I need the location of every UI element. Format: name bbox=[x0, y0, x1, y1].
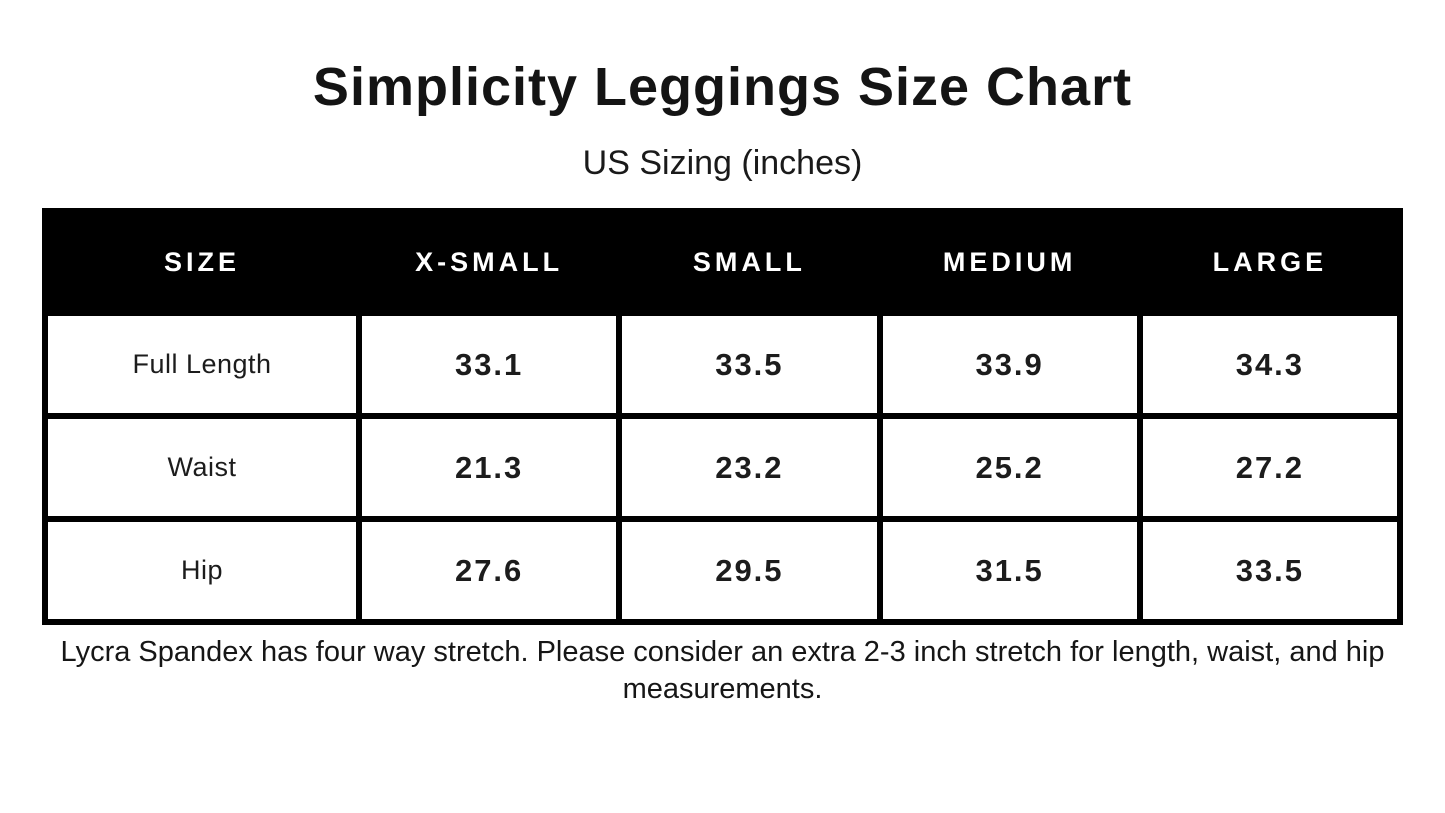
header-cell-small: SMALL bbox=[616, 214, 876, 310]
row-label: Waist bbox=[167, 452, 237, 482]
footnote-text: Lycra Spandex has four way stretch. Plea… bbox=[60, 636, 1385, 705]
size-chart-page: Simplicity Leggings Size Chart US Sizing… bbox=[42, 57, 1403, 705]
size-table: SIZE X-SMALL SMALL MEDIUM LARGE Full Len… bbox=[42, 208, 1403, 625]
cell-value: 23.2 bbox=[616, 419, 876, 516]
cell-value: 25.2 bbox=[876, 419, 1137, 516]
page-subtitle: US Sizing (inches) bbox=[582, 144, 863, 182]
cell-value: 34.3 bbox=[1136, 316, 1397, 413]
header-cell-xsmall: X-SMALL bbox=[356, 214, 616, 310]
header-row: SIZE X-SMALL SMALL MEDIUM LARGE bbox=[48, 214, 1397, 310]
row-label: Hip bbox=[180, 555, 223, 585]
cell-value: 33.5 bbox=[616, 316, 876, 413]
cell-value: 33.1 bbox=[356, 316, 616, 413]
row-label: Full Length bbox=[132, 349, 272, 379]
header-cell-size: SIZE bbox=[163, 246, 240, 277]
page-title: Simplicity Leggings Size Chart bbox=[312, 57, 1133, 117]
header-cell-large: LARGE bbox=[1136, 214, 1397, 310]
table-row-full-length: Full Length 33.1 33.5 33.9 34.3 bbox=[48, 310, 1397, 413]
cell-value: 27.2 bbox=[1136, 419, 1397, 516]
cell-value: 33.9 bbox=[876, 316, 1137, 413]
table-row-waist: Waist 21.3 23.2 25.2 27.2 bbox=[48, 413, 1397, 516]
header-cell-medium: MEDIUM bbox=[876, 214, 1137, 310]
cell-value: 21.3 bbox=[356, 419, 616, 516]
cell-value: 31.5 bbox=[876, 522, 1137, 619]
cell-value: 33.5 bbox=[1136, 522, 1397, 619]
cell-value: 29.5 bbox=[616, 522, 876, 619]
table-row-hip: Hip 27.6 29.5 31.5 33.5 bbox=[48, 516, 1397, 619]
cell-value: 27.6 bbox=[356, 522, 616, 619]
